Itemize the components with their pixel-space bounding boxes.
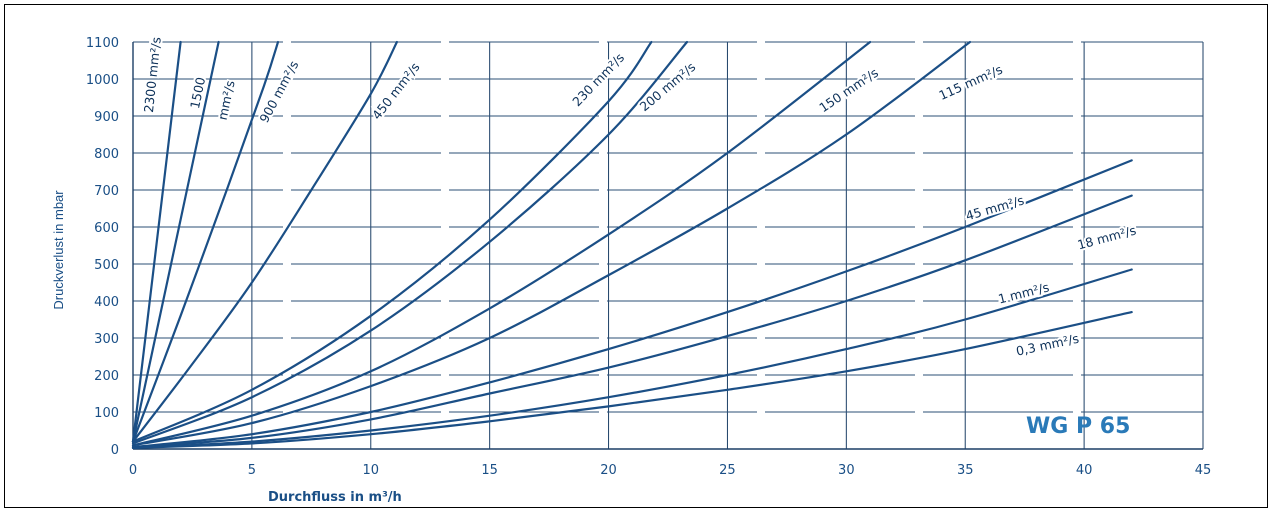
curve-label-group: 2300 mm²/s — [139, 34, 166, 115]
y-tick-label: 900 — [94, 110, 119, 125]
y-tick-label: 300 — [94, 332, 119, 347]
curve-label-group: 115 mm²/s — [934, 60, 1006, 105]
curve-line — [131, 268, 1133, 449]
chart-badge: WG P 65 — [1026, 414, 1130, 439]
curve-label: 115 mm²/s — [936, 62, 1004, 103]
curve-line — [131, 40, 689, 445]
y-tick-label: 1000 — [86, 73, 119, 88]
x-tick-label: 10 — [363, 463, 380, 478]
x-tick-label: 40 — [1076, 463, 1093, 478]
curve-line — [131, 40, 220, 443]
curve-label: 450 mm²/s — [369, 60, 423, 123]
tick-layer: 0 5 10 15 20 25 30 35 40 45 0 100 200 300 400 500 600 700… — [86, 36, 1211, 478]
curve-label: mm²/s — [215, 79, 238, 121]
curve-label: 230 mm²/s — [569, 50, 627, 109]
x-tick-label: 20 — [600, 463, 617, 478]
y-tick-label: 500 — [94, 258, 119, 273]
y-tick-label: 0 — [111, 443, 119, 458]
curve-label-group: 45 mm²/s — [962, 190, 1028, 225]
chart-svg: 2300 mm²/s 1500 mm²/s 900 mm²/s 450 mm²/s 230… — [51, 34, 1211, 505]
chart-frame: 2300 mm²/s 1500 mm²/s 900 mm²/s 450 mm²/s 230… — [4, 4, 1268, 508]
curve-label: 2300 mm²/s — [141, 36, 164, 113]
curve-line — [131, 194, 1133, 449]
curve-label: 45 mm²/s — [964, 192, 1026, 223]
y-tick-label: 700 — [94, 184, 119, 199]
x-tick-label: 15 — [481, 463, 498, 478]
curve-line — [131, 40, 182, 443]
curve-label: 0,3 mm²/s — [1015, 331, 1081, 359]
grid-layer — [132, 41, 1204, 450]
y-axis-title: Druckverlust in mbar — [51, 190, 66, 310]
curve-line — [131, 40, 653, 443]
curve-label-layer: 2300 mm²/s 1500 mm²/s 900 mm²/s 450 mm²/s 230… — [139, 34, 1140, 361]
x-tick-label: 25 — [719, 463, 736, 478]
x-tick-label: 45 — [1195, 463, 1212, 478]
curve-label: 150 mm²/s — [816, 65, 881, 115]
x-tick-label: 35 — [957, 463, 974, 478]
y-tick-label: 1100 — [86, 36, 119, 51]
x-tick-label: 30 — [838, 463, 855, 478]
curve-label-group: 450 mm²/s — [367, 58, 425, 125]
curve-line — [131, 40, 280, 443]
y-tick-label: 400 — [94, 295, 119, 310]
y-tick-label: 800 — [94, 147, 119, 162]
curve-line — [131, 311, 1133, 449]
curve-layer — [131, 40, 1133, 449]
curve-line — [131, 40, 398, 443]
curve-label-group: 230 mm²/s — [567, 48, 629, 111]
y-tick-label: 200 — [94, 369, 119, 384]
y-tick-label: 100 — [94, 406, 119, 421]
curve-line — [131, 40, 972, 447]
curve-label-group: 0,3 mm²/s — [1013, 329, 1083, 361]
x-axis-title: Durchfluss in m³/h — [268, 490, 402, 505]
curve-line — [131, 40, 872, 447]
curve-label-group: mm²/s — [213, 77, 240, 123]
curve-label-group: 150 mm²/s — [814, 63, 883, 117]
x-tick-label: 0 — [129, 463, 137, 478]
x-tick-label: 5 — [248, 463, 256, 478]
y-tick-label: 600 — [94, 221, 119, 236]
curve-line — [131, 159, 1133, 449]
